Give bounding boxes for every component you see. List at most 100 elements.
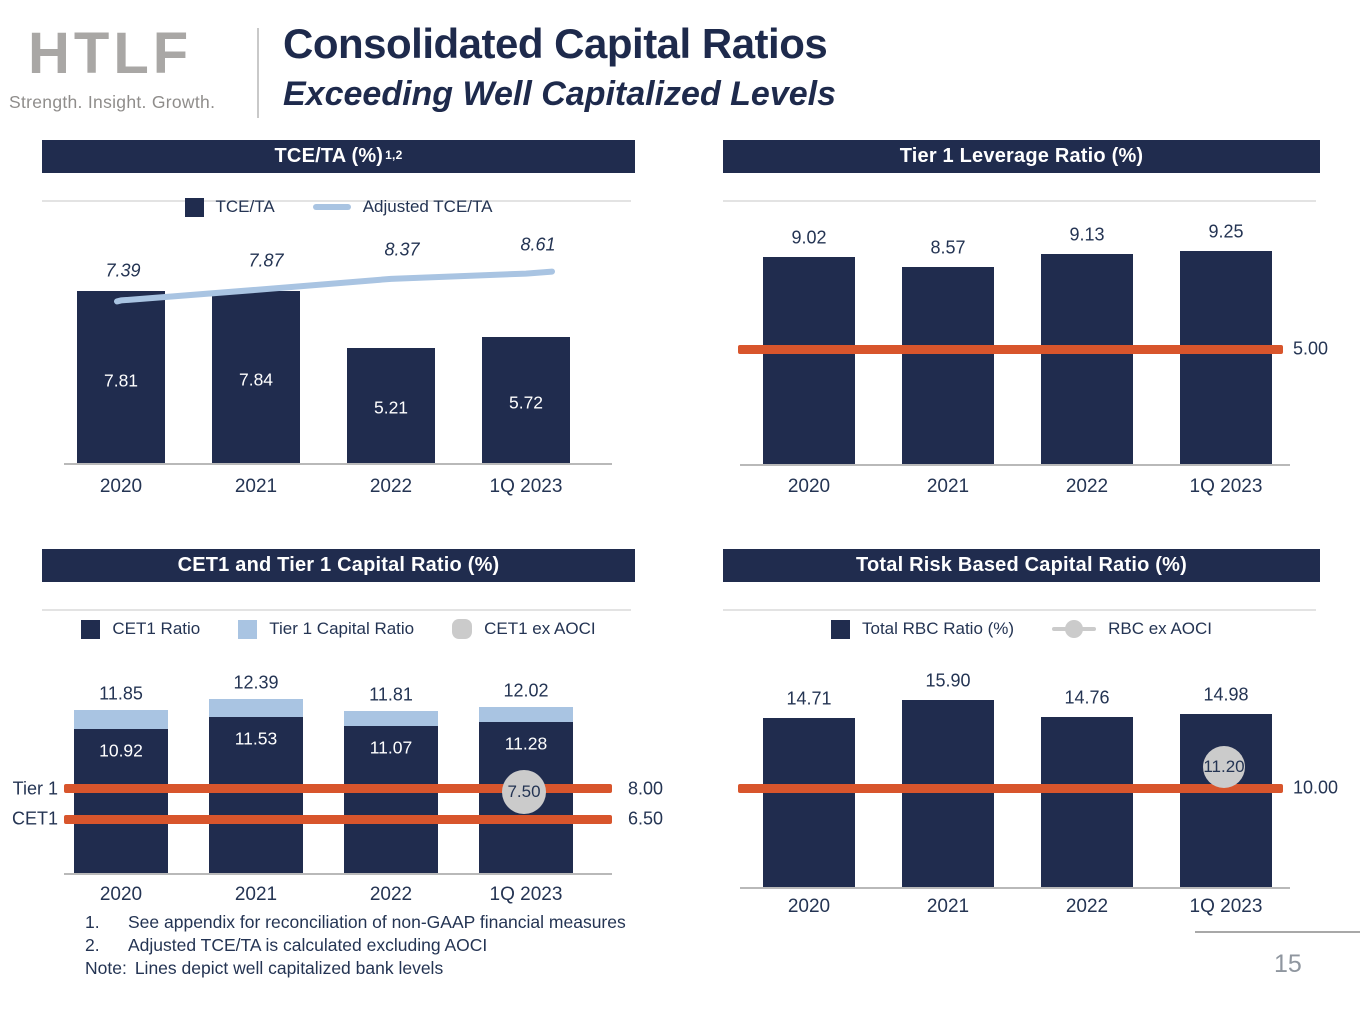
bar-value-label: 14.71 — [786, 688, 832, 709]
bar-value-label: 9.13 — [1069, 224, 1105, 245]
stack-total-label: 11.85 — [99, 683, 143, 704]
logo-tagline: Strength. Insight. Growth. — [9, 92, 216, 112]
bar-cap-2022 — [344, 711, 438, 727]
wellcap-line-8.00 — [64, 784, 612, 794]
category-label-2022: 2022 — [369, 476, 413, 497]
plot-tce-ta: 2020 2021 2022 1Q 2023 7.81 7.84 5.21 5.72 7.39 7… — [42, 140, 635, 512]
category-label-2020: 2020 — [787, 476, 831, 497]
cet1-ex-aoci-swatch — [452, 619, 473, 639]
bar-2022 — [1041, 717, 1133, 887]
chart-panel-tce-ta: TCE/TA (%) 1,2 TCE/TA Adjusted TCE/TA 202… — [42, 140, 635, 512]
bar-value-label: 11.53 — [234, 728, 278, 749]
bar-2022 — [344, 726, 438, 873]
bar-2020 — [74, 729, 168, 873]
page-footer-rule — [1195, 931, 1360, 933]
chart-title: Total Risk Based Capital Ratio (%) — [856, 554, 1187, 576]
bar-value-label: 14.76 — [1064, 687, 1110, 708]
chart-title-bar: Total Risk Based Capital Ratio (%) — [723, 549, 1320, 582]
bar-value-label: 14.98 — [1203, 684, 1249, 705]
legend-label-cet1-ratio: CET1 Ratio — [112, 619, 201, 638]
tce-ta-swatch — [184, 197, 204, 217]
category-label-1q-2023: 1Q 2023 — [1189, 476, 1263, 497]
logo-wordmark: HTLF — [28, 21, 193, 86]
line-value-label: 8.37 — [384, 239, 420, 260]
refline-value-label: 6.50 — [628, 808, 664, 829]
marker-rbc-ex-aoci: 11.20 — [1203, 746, 1245, 788]
refline-name-label: Tier 1 — [12, 778, 58, 799]
stack-total-label: 12.39 — [233, 672, 279, 693]
bar-2021 — [212, 290, 300, 463]
category-label-2021: 2021 — [234, 884, 278, 905]
bar-value-label: 11.28 — [504, 733, 548, 754]
x-axis — [740, 887, 1290, 889]
category-label-2021: 2021 — [234, 476, 278, 497]
bar-2021 — [209, 716, 303, 873]
bar-2022 — [347, 348, 435, 463]
chart-panel-cet1-tier1: CET1 and Tier 1 Capital Ratio (%) CET1 R… — [12, 549, 663, 931]
panel-top-border — [42, 200, 631, 202]
bar-cap-2020 — [74, 710, 168, 730]
chart-title: TCE/TA (%) — [274, 145, 384, 167]
bar-2020 — [77, 291, 165, 463]
bar-1q-2023 — [1180, 714, 1272, 887]
page-subtitle: Exceeding Well Capitalized Levels — [283, 75, 837, 113]
bar-2020 — [763, 718, 855, 887]
category-label-1q-2023: 1Q 2023 — [1189, 896, 1263, 917]
adjusted-tce-ta-line — [114, 268, 555, 305]
wellcap-line-5.00 — [738, 344, 1283, 354]
bar-2021 — [902, 266, 994, 464]
footnotes: 1. See appendix for reconciliation of no… — [85, 911, 626, 980]
chart-panel-tier1-leverage: Tier 1 Leverage Ratio (%) 2020 2021 2022 1Q… — [723, 140, 1328, 512]
panel-top-border — [723, 200, 1316, 202]
stack-total-label: 11.81 — [369, 684, 413, 705]
plot-cet1-tier1: 2020 2021 2022 1Q 2023 10.92 11.53 11.07 11.28 1… — [12, 549, 663, 931]
bar-value-label: 7.84 — [238, 369, 274, 390]
bar-value-label: 9.25 — [1208, 221, 1244, 242]
footnote-note-text: Lines depict well capitalized bank level… — [134, 958, 444, 978]
refline-name-label: CET1 — [11, 808, 58, 829]
category-label-1q-2023: 1Q 2023 — [489, 476, 563, 497]
stack-total-label: 12.02 — [503, 680, 549, 701]
bar-value-label: 9.02 — [791, 227, 827, 248]
legend-total-rbc: Total RBC Ratio (%) RBC ex AOCI — [723, 619, 1320, 639]
footnote-note: Note: Lines depict well capitalized bank… — [85, 957, 626, 980]
footnote-2: 2. Adjusted TCE/TA is calculated excludi… — [85, 934, 626, 957]
legend-label-tce-ta: TCE/TA — [215, 197, 275, 216]
bar-2022 — [1041, 254, 1133, 464]
footnote-2-number: 2. — [85, 935, 100, 955]
x-axis — [740, 464, 1290, 466]
legend-cet1-tier1: CET1 Ratio Tier 1 Capital Ratio CET1 ex … — [42, 619, 635, 639]
legend-label-total-rbc: Total RBC Ratio (%) — [861, 619, 1015, 638]
refline-value-label: 5.00 — [1293, 338, 1329, 359]
footnote-1-number: 1. — [85, 912, 100, 932]
bar-1q-2023 — [1180, 251, 1272, 464]
footnote-1: 1. See appendix for reconciliation of no… — [85, 911, 626, 934]
page-title: Consolidated Capital Ratios — [283, 20, 828, 67]
category-label-2022: 2022 — [369, 884, 413, 905]
category-label-1q-2023: 1Q 2023 — [489, 884, 563, 905]
category-label-2020: 2020 — [99, 476, 143, 497]
category-label-2020: 2020 — [787, 896, 831, 917]
category-label-2021: 2021 — [926, 476, 970, 497]
category-label-2022: 2022 — [1065, 896, 1109, 917]
total-rbc-ratio-swatch — [830, 619, 850, 639]
wellcap-line-10.00 — [738, 783, 1283, 793]
bar-2021 — [902, 700, 994, 887]
chart-title: Tier 1 Leverage Ratio (%) — [899, 145, 1144, 167]
plot-tier1-leverage: 2020 2021 2022 1Q 2023 9.02 8.57 9.13 9.25 5.00 — [723, 140, 1328, 512]
bar-value-label: 10.92 — [99, 740, 143, 761]
bar-value-label: 7.81 — [103, 370, 139, 391]
marker-cet1-ex-aoci: 7.50 — [502, 770, 546, 814]
panel-top-border — [42, 609, 631, 611]
refline-value-label: 8.00 — [628, 778, 664, 799]
wellcap-line-6.50 — [64, 814, 612, 824]
line-value-label: 7.87 — [248, 250, 284, 271]
bar-value-label: 5.21 — [373, 397, 409, 418]
bar-value-label: 5.72 — [508, 392, 544, 413]
legend-tce-ta: TCE/TA Adjusted TCE/TA — [42, 197, 635, 217]
bar-value-label: 11.07 — [369, 737, 413, 758]
footnote-2-text: Adjusted TCE/TA is calculated excluding … — [128, 935, 488, 955]
refline-value-label: 10.00 — [1293, 777, 1339, 798]
footnote-1-text: See appendix for reconciliation of non-G… — [128, 912, 626, 932]
